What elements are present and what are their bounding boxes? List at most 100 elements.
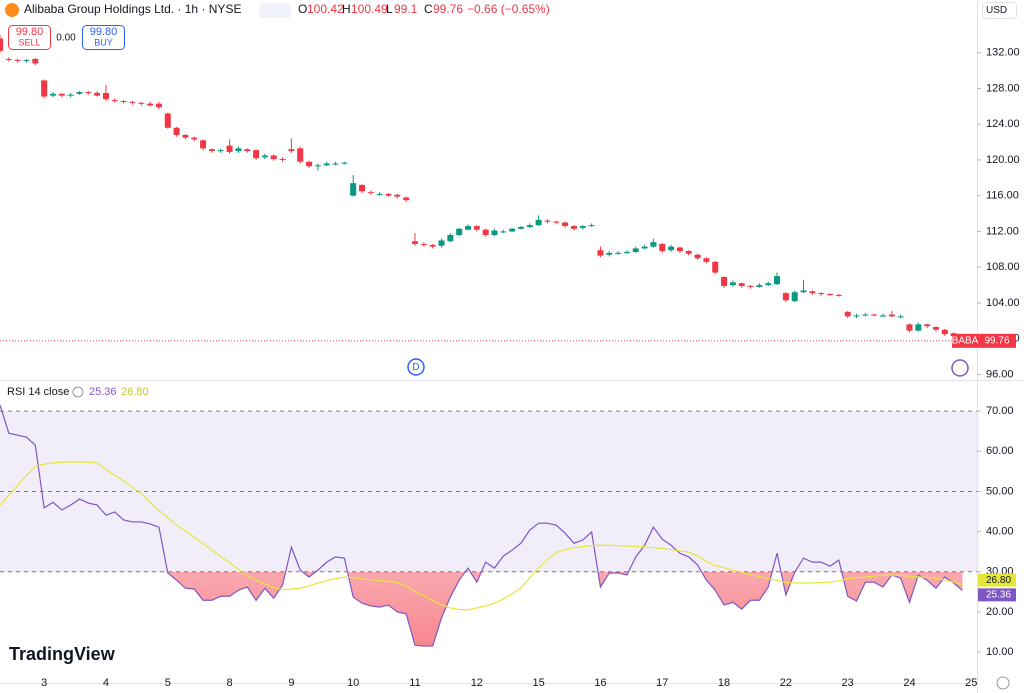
candle-body [703,258,710,262]
candle-body [376,193,383,195]
candle-body [147,103,154,106]
sell-price[interactable]: 99.80 [16,26,44,38]
settings-icon[interactable] [996,676,1010,690]
candle-body [129,101,136,103]
open-value: 100.42 [307,2,344,16]
low-value: 99.1 [394,2,418,16]
sell-label[interactable]: SELL [18,37,40,47]
price-tick-label: 124.00 [986,118,1020,130]
candle-body [173,127,180,135]
buy-button[interactable] [82,25,125,50]
candle-body [685,251,692,254]
time-label: 12 [471,677,483,689]
symbol-logo[interactable] [5,3,19,17]
time-label: 25 [965,677,977,689]
candle-body [827,294,834,295]
candle-body [14,59,21,61]
high-value: 100.49 [351,2,388,16]
candle-body [403,197,410,201]
time-label: 23 [842,677,854,689]
alert-icon[interactable] [951,359,969,377]
rsi-tick-label: 50.00 [986,485,1014,497]
rsi-tick-label: 20.00 [986,606,1014,618]
rsi-pane [0,404,977,647]
candle-body [615,252,622,254]
candle-body [314,165,321,167]
visibility-toggle[interactable] [259,3,291,18]
candle-body [941,329,948,335]
buy-label[interactable]: BUY [94,37,113,47]
candle-body [562,222,569,227]
price-tick-label: 120.00 [986,154,1020,166]
time-label: 4 [103,677,109,689]
candle-body [350,183,357,196]
candle-body [0,38,3,51]
candle-body [341,162,348,164]
candle-body [880,315,886,317]
candle-body [244,149,251,152]
candle-body [367,192,374,194]
candle-body [888,314,895,317]
sell-button[interactable] [8,25,51,50]
candle-body [155,103,162,108]
candle-body [23,59,30,61]
buy-price[interactable]: 99.80 [90,26,118,38]
currency-button[interactable] [982,2,1017,19]
candle-body [782,293,789,301]
price-tick-label: 112.00 [986,225,1019,237]
candle-body [420,243,427,245]
time-label: 17 [656,677,668,689]
rsi-title[interactable]: RSI 14 close [7,386,69,398]
candle-body [482,229,489,236]
price-tick-label: 108.00 [986,261,1020,273]
event-label[interactable]: D [412,362,419,373]
event-marker[interactable] [407,358,425,376]
candle-body [570,226,577,229]
logo[interactable]: TradingView [9,644,116,664]
candle-body [853,315,860,317]
candle-body [774,276,781,285]
candle-body [359,184,366,192]
candle-body [517,226,524,229]
candle-body [553,221,560,223]
symbol-badge-label: BABA [952,335,979,346]
candle-body [447,235,454,242]
currency[interactable]: USD [986,5,1007,16]
rsi-ma-badge-label: 26.80 [986,575,1011,586]
symbol-title[interactable]: Alibaba Group Holdings Ltd. · 1h · NYSE [24,2,241,16]
candle-body [535,219,542,226]
time-label: 11 [409,677,420,689]
candle-body [306,161,313,167]
candle-body [738,283,745,286]
candle-body [164,113,171,128]
candle-body [641,246,648,249]
candle-body [200,140,207,149]
candle-body [526,225,533,227]
candle-body [668,246,675,251]
time-label: 22 [780,677,792,689]
candle-body [791,292,798,302]
candle-body [818,293,825,295]
close-letter: C [424,2,433,16]
rsi-settings-icon[interactable] [72,386,84,398]
candle-body [897,316,904,318]
price-tick-label: 104.00 [986,297,1020,309]
candle-body [394,194,401,197]
candle-body [102,92,109,100]
candle-body [191,137,198,140]
time-label: 10 [347,677,359,689]
candle-body [5,58,12,60]
candle-body [32,58,39,64]
rsi-ma-badge [978,573,1016,587]
candle-body [217,150,224,152]
candle-body [208,149,215,152]
last-price-label: 99.76 [984,335,1009,346]
time-label: 9 [288,677,294,689]
candle-body [747,285,754,287]
candle-body [456,228,463,236]
candle-body [906,324,913,331]
candle-body [632,248,639,252]
candle-body [138,102,145,104]
